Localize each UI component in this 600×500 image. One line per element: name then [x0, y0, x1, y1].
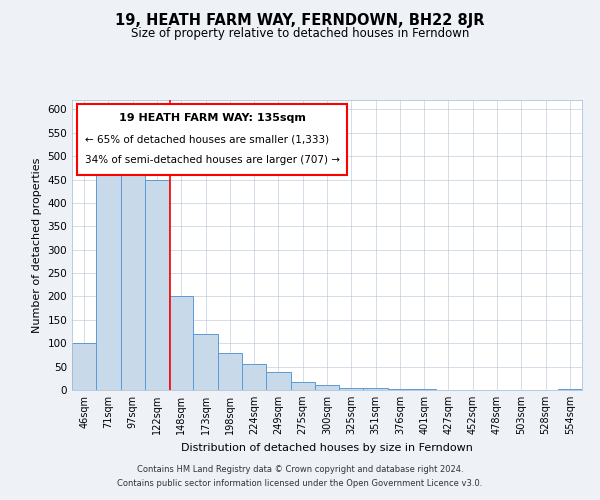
Bar: [290, 382, 315, 390]
Bar: [558, 388, 582, 390]
Text: ← 65% of detached houses are smaller (1,333): ← 65% of detached houses are smaller (1,…: [85, 135, 329, 145]
Bar: [218, 352, 242, 390]
Bar: [121, 161, 145, 390]
Bar: [145, 180, 169, 390]
FancyBboxPatch shape: [77, 104, 347, 176]
Bar: [242, 364, 266, 390]
Bar: [339, 388, 364, 390]
Bar: [412, 388, 436, 390]
Bar: [96, 161, 121, 390]
Text: 19, HEATH FARM WAY, FERNDOWN, BH22 8JR: 19, HEATH FARM WAY, FERNDOWN, BH22 8JR: [115, 12, 485, 28]
Text: Contains HM Land Registry data © Crown copyright and database right 2024.
Contai: Contains HM Land Registry data © Crown c…: [118, 466, 482, 487]
Bar: [266, 372, 290, 390]
Text: 34% of semi-detached houses are larger (707) →: 34% of semi-detached houses are larger (…: [85, 155, 340, 165]
Text: Size of property relative to detached houses in Ferndown: Size of property relative to detached ho…: [131, 28, 469, 40]
Bar: [364, 388, 388, 390]
Text: 19 HEATH FARM WAY: 135sqm: 19 HEATH FARM WAY: 135sqm: [119, 113, 305, 123]
Y-axis label: Number of detached properties: Number of detached properties: [32, 158, 42, 332]
X-axis label: Distribution of detached houses by size in Ferndown: Distribution of detached houses by size …: [181, 442, 473, 452]
Bar: [315, 386, 339, 390]
Bar: [193, 334, 218, 390]
Bar: [388, 388, 412, 390]
Bar: [169, 296, 193, 390]
Bar: [72, 343, 96, 390]
